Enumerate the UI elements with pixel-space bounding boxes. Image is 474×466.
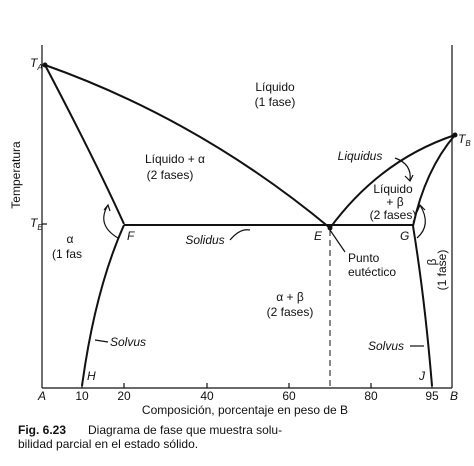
eutectic-label: Punto xyxy=(348,251,380,265)
region-label: (2 fases) xyxy=(370,208,417,222)
region-label: α + β xyxy=(276,290,304,304)
y-axis-title: Temperatura xyxy=(9,141,23,209)
x-label: 40 xyxy=(200,389,214,403)
x-label: 10 xyxy=(75,389,89,403)
point-labels: F E G H J xyxy=(87,229,426,383)
region-label: α xyxy=(67,232,74,246)
point-ta xyxy=(42,62,48,68)
region-label: (1 fase) xyxy=(435,250,449,291)
x-labels: A 10 20 40 60 80 95 B xyxy=(37,389,458,403)
point-label: H xyxy=(87,369,96,383)
caption-number: Fig. 6.23 xyxy=(18,423,66,437)
region-label: (2 fases) xyxy=(267,305,314,319)
curve-label: Solidus xyxy=(185,233,224,247)
region-label: + β xyxy=(386,195,403,209)
region-label: β xyxy=(425,258,439,265)
region-label: Líquido + α xyxy=(145,152,205,166)
caption-line: bilidad parcial en el estado sólido. xyxy=(18,437,198,451)
x-axis-title: Composición, porcentaje en peso de B xyxy=(142,403,348,417)
curves xyxy=(42,62,458,388)
axes xyxy=(41,45,453,389)
point-label: G xyxy=(400,229,409,243)
region-label: Líquido xyxy=(373,182,413,196)
ticks xyxy=(42,223,433,388)
te-label: TE xyxy=(30,216,43,232)
x-label: 95 xyxy=(425,389,439,403)
point-tb xyxy=(452,132,458,138)
point-label: E xyxy=(314,229,323,243)
curve-label: Solvus xyxy=(110,335,146,349)
point-label: J xyxy=(418,369,426,383)
curve-label: Solvus xyxy=(368,339,404,353)
region-labels: Líquido (1 fase) Líquido + α (2 fases) L… xyxy=(52,80,449,319)
liquidus-right xyxy=(329,134,456,229)
x-label: 60 xyxy=(282,389,296,403)
region-label: Líquido xyxy=(255,80,295,94)
liquidus-left xyxy=(44,64,331,229)
solidus-arrow xyxy=(229,229,251,241)
solidus-left xyxy=(44,64,125,225)
point-label: F xyxy=(127,229,135,243)
point-e xyxy=(327,225,333,231)
eutectic-label: eutéctico xyxy=(348,265,396,279)
curve-label: Liquidus xyxy=(338,149,383,163)
x-label: 20 xyxy=(117,389,131,403)
x-label: 80 xyxy=(364,389,378,403)
tb-label: TB xyxy=(458,132,471,148)
solvus-left xyxy=(81,224,125,387)
solvus-right xyxy=(412,225,433,387)
labels: Temperatura Composición, porcentaje en p… xyxy=(9,56,471,451)
region-label: (2 fases) xyxy=(147,168,194,182)
solidus-right xyxy=(412,134,456,227)
x-label: A xyxy=(37,389,46,403)
x-label: B xyxy=(450,389,458,403)
arrows xyxy=(94,157,426,347)
region-label: (1 fas xyxy=(52,247,82,261)
region-label: (1 fase) xyxy=(255,95,296,109)
ta-label: TA xyxy=(30,56,43,72)
caption-line: Diagrama de fase que muestra solu- xyxy=(88,423,282,437)
